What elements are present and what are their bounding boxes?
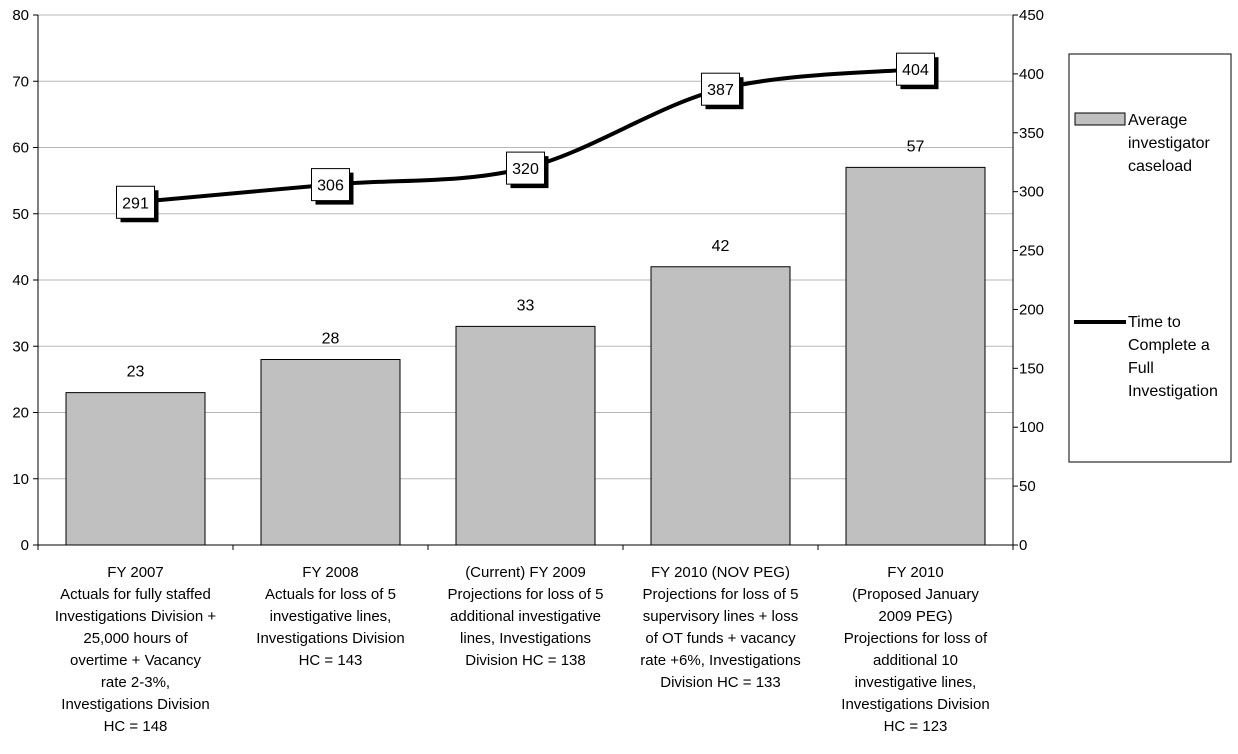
line-value-text: 387 xyxy=(707,82,734,99)
category-label-line: additional 10 xyxy=(873,652,958,669)
category-label-line: supervisory lines + loss xyxy=(643,608,798,625)
line-value-text: 404 xyxy=(902,62,929,79)
bar-value-label: 57 xyxy=(907,138,925,155)
right-tick-label: 200 xyxy=(1019,301,1044,318)
category-label-line: Projections for loss of xyxy=(844,630,988,647)
bar xyxy=(260,359,401,546)
bar xyxy=(455,325,596,546)
legend-entry-text: Full xyxy=(1128,360,1154,377)
left-tick-label: 50 xyxy=(12,206,29,223)
bar xyxy=(845,166,986,546)
bar-value-label: 42 xyxy=(712,238,730,255)
right-tick-label: 300 xyxy=(1019,184,1044,201)
category-label-line: of OT funds + vacancy xyxy=(645,630,796,647)
category-label-line: Projections for loss of 5 xyxy=(643,586,799,603)
bar xyxy=(650,266,791,546)
legend-entry-text: investigator xyxy=(1128,135,1210,152)
bar-value-label: 33 xyxy=(517,297,535,314)
category-label-line: Investigations Division xyxy=(841,696,989,713)
category-label-line: Division HC = 138 xyxy=(465,652,585,669)
right-tick-label: 50 xyxy=(1019,478,1036,495)
category-label-line: FY 2010 xyxy=(887,564,943,581)
line-value-label: 404 xyxy=(896,52,939,90)
label-box xyxy=(701,72,740,106)
right-tick-label: 100 xyxy=(1019,419,1044,436)
left-tick-label: 60 xyxy=(12,140,29,157)
label-box xyxy=(506,151,545,185)
left-tick-label: 0 xyxy=(21,537,29,554)
axes: 0 10 20 30 40 50 60 70 80 0 50 100 150 200 250 300 350 40… xyxy=(12,7,1044,554)
left-tick-label: 40 xyxy=(12,272,29,289)
line-value-label: 306 xyxy=(311,168,354,205)
right-tick-label: 250 xyxy=(1019,243,1044,260)
label-box xyxy=(311,168,350,202)
category-label-line: (Current) FY 2009 xyxy=(465,564,586,581)
category-label-line: investigative lines, xyxy=(855,674,977,691)
category-label-line: investigative lines, xyxy=(270,608,392,625)
bar-value-label: 28 xyxy=(322,331,340,348)
bar-value-label: 23 xyxy=(127,364,145,381)
right-tick-label: 0 xyxy=(1019,537,1027,554)
left-tick-label: 20 xyxy=(12,405,29,422)
category-label: FY 2010 (NOV PEG) Projections for loss of… xyxy=(640,564,801,691)
left-tick-label: 80 xyxy=(12,7,29,24)
legend-entry-text: caseload xyxy=(1128,158,1192,175)
category-label-line: Projections for loss of 5 xyxy=(448,586,604,603)
category-label-line: additional investigative xyxy=(450,608,601,625)
left-tick-label: 30 xyxy=(12,338,29,355)
left-tick-label: 70 xyxy=(12,73,29,90)
category-label-line: Actuals for loss of 5 xyxy=(265,586,396,603)
category-label-line: 25,000 hours of xyxy=(83,630,188,647)
category-label-line: Division HC = 133 xyxy=(660,674,780,691)
category-label: FY 2008 Actuals for loss of 5 investigativ… xyxy=(256,564,404,669)
category-label-line: FY 2010 (NOV PEG) xyxy=(651,564,790,581)
right-tick-label: 150 xyxy=(1019,360,1044,377)
category-labels: FY 2007 Actuals for fully staffed Investig… xyxy=(55,564,990,735)
category-label-line: Investigations Division xyxy=(61,696,209,713)
legend-bar-swatch xyxy=(1074,112,1126,126)
category-label-line: overtime + Vacancy xyxy=(70,652,202,669)
legend-entry-text: Average xyxy=(1128,112,1187,129)
label-box xyxy=(896,52,935,86)
category-label-line: (Proposed January xyxy=(852,586,979,603)
left-tick-label: 10 xyxy=(12,471,29,488)
legend-entry-text: Time to xyxy=(1128,314,1181,331)
legend-entry-text: Complete a xyxy=(1128,337,1210,354)
line-value-label: 320 xyxy=(506,151,549,189)
category-label-line: Investigations Division + xyxy=(55,608,217,625)
line-value-text: 291 xyxy=(122,195,149,212)
line-value-text: 320 xyxy=(512,161,539,178)
category-label-line: 2009 PEG) xyxy=(878,608,952,625)
category-label-line: FY 2007 xyxy=(107,564,163,581)
right-tick-label: 350 xyxy=(1019,125,1044,142)
line-value-label: 387 xyxy=(701,72,744,110)
category-label-line: Investigations Division xyxy=(256,630,404,647)
legend: Average investigator caseload Time to Comple… xyxy=(1068,53,1232,463)
category-label: FY 2010 (Proposed January 2009 PEG) Project… xyxy=(841,564,989,735)
category-label-line: FY 2008 xyxy=(302,564,358,581)
right-tick-label: 400 xyxy=(1019,66,1044,83)
legend-entry-text: Investigation xyxy=(1128,383,1218,400)
category-label-line: rate 2-3%, xyxy=(101,674,170,691)
data-labels: 23 28 33 42 57 291 306 320 387 404 xyxy=(116,52,939,381)
category-label-line: rate +6%, Investigations xyxy=(640,652,801,669)
bar-series xyxy=(65,166,986,546)
category-label-line: HC = 143 xyxy=(299,652,363,669)
category-label-line: HC = 148 xyxy=(104,718,168,735)
line-value-label: 291 xyxy=(116,185,159,223)
right-tick-label: 450 xyxy=(1019,7,1044,24)
category-label-line: Actuals for fully staffed xyxy=(60,586,211,603)
bar xyxy=(65,392,206,546)
category-label-line: lines, Investigations xyxy=(460,630,591,647)
category-label: (Current) FY 2009 Projections for loss of… xyxy=(448,564,604,669)
label-box xyxy=(116,185,155,219)
line-value-text: 306 xyxy=(317,178,344,195)
category-label: FY 2007 Actuals for fully staffed Investig… xyxy=(55,564,217,735)
category-label-line: HC = 123 xyxy=(884,718,948,735)
